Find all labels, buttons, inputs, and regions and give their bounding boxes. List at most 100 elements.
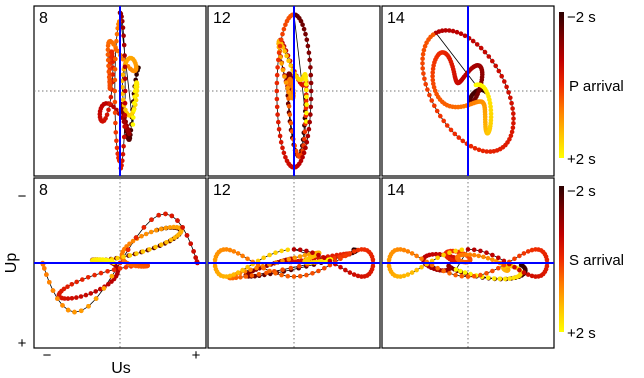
- motion-point: [285, 273, 291, 279]
- motion-point: [496, 255, 501, 261]
- motion-point: [303, 82, 309, 87]
- motion-point: [300, 22, 305, 28]
- motion-point: [261, 255, 267, 261]
- motion-point: [61, 286, 67, 292]
- motion-point: [351, 272, 357, 277]
- motion-point: [280, 145, 285, 151]
- motion-point: [235, 270, 241, 275]
- motion-point: [134, 72, 139, 77]
- motion-point: [447, 28, 452, 33]
- motion-point: [355, 247, 361, 253]
- motion-point: [107, 79, 112, 84]
- motion-point: [245, 264, 250, 270]
- motion-point: [159, 242, 164, 247]
- motion-point: [468, 143, 474, 149]
- motion-point: [279, 248, 284, 254]
- motion-point: [106, 63, 111, 69]
- motion-point: [506, 90, 511, 95]
- motion-point: [105, 52, 111, 57]
- motion-point: [245, 256, 250, 262]
- motion-point: [115, 26, 120, 31]
- motion-point: [343, 253, 348, 259]
- motion-point: [338, 256, 343, 262]
- panel-p-12: 12: [207, 5, 381, 177]
- motion-point: [286, 58, 291, 64]
- motion-point: [422, 76, 427, 82]
- motion-point: [88, 291, 94, 296]
- motion-point: [343, 267, 348, 273]
- motion-point: [462, 33, 468, 39]
- panel-s-14: 14: [381, 177, 555, 349]
- motion-point: [286, 257, 292, 262]
- motion-point: [83, 292, 89, 298]
- panel-number-label: 12: [213, 182, 231, 199]
- motion-point: [459, 247, 465, 253]
- motion-point: [291, 247, 297, 252]
- motion-point: [279, 272, 284, 278]
- motion-point: [405, 249, 411, 254]
- motion-point: [112, 88, 118, 94]
- motion-point: [141, 225, 147, 230]
- motion-point: [121, 254, 126, 260]
- motion-point: [484, 250, 489, 255]
- motion-point: [488, 118, 494, 123]
- motion-point: [439, 28, 445, 33]
- motion-point: [414, 267, 419, 273]
- motion-point: [302, 136, 307, 142]
- motion-point: [423, 81, 429, 87]
- motion-point: [111, 267, 117, 273]
- motion-point: [106, 281, 111, 287]
- motion-point: [283, 22, 288, 28]
- motion-point: [405, 272, 411, 277]
- motion-point: [471, 247, 477, 253]
- motion-point: [149, 217, 154, 222]
- motion-point: [508, 133, 514, 139]
- motion-point: [303, 145, 308, 151]
- motion-point: [304, 248, 309, 254]
- motion-point: [431, 81, 436, 86]
- motion-point: [283, 155, 288, 160]
- motion-point: [112, 99, 118, 105]
- motion-point: [121, 144, 126, 149]
- motion-point: [120, 56, 126, 62]
- motion-point: [105, 47, 111, 52]
- motion-point: [478, 45, 484, 51]
- motion-point: [86, 304, 91, 309]
- motion-point: [284, 158, 290, 164]
- motion-point: [184, 233, 190, 238]
- motion-point: [224, 274, 229, 279]
- motion-point: [509, 100, 514, 106]
- motion-point: [359, 247, 364, 252]
- motion-point: [156, 212, 161, 218]
- colorbars: −2 s P arrival +2 s −2 s S arrival +2 s: [559, 9, 624, 342]
- motion-point: [180, 225, 185, 230]
- motion-point: [302, 129, 308, 134]
- motion-point: [441, 268, 446, 274]
- motion-point: [105, 269, 110, 274]
- motion-point: [441, 118, 447, 124]
- motion-point: [488, 149, 493, 154]
- motion-point: [425, 87, 430, 92]
- motion-point: [305, 133, 311, 139]
- motion-point: [117, 266, 123, 271]
- motion-point: [450, 28, 456, 34]
- motion-point: [105, 57, 111, 63]
- motion-point: [422, 43, 428, 49]
- motion-point: [107, 101, 113, 107]
- motion-point: [306, 50, 312, 55]
- motion-point: [509, 129, 515, 135]
- motion-point: [291, 274, 297, 279]
- motion-point: [114, 31, 120, 37]
- motion-point: [465, 247, 471, 252]
- motion-point: [414, 253, 419, 259]
- motion-point: [453, 267, 459, 272]
- motion-point: [490, 58, 495, 64]
- motion-point: [504, 84, 509, 90]
- motion-point: [283, 80, 289, 85]
- motion-point: [188, 241, 193, 246]
- motion-point: [107, 83, 113, 88]
- motion-point: [121, 134, 127, 140]
- motion-point: [113, 130, 119, 135]
- motion-point: [427, 92, 432, 98]
- motion-point: [277, 133, 283, 139]
